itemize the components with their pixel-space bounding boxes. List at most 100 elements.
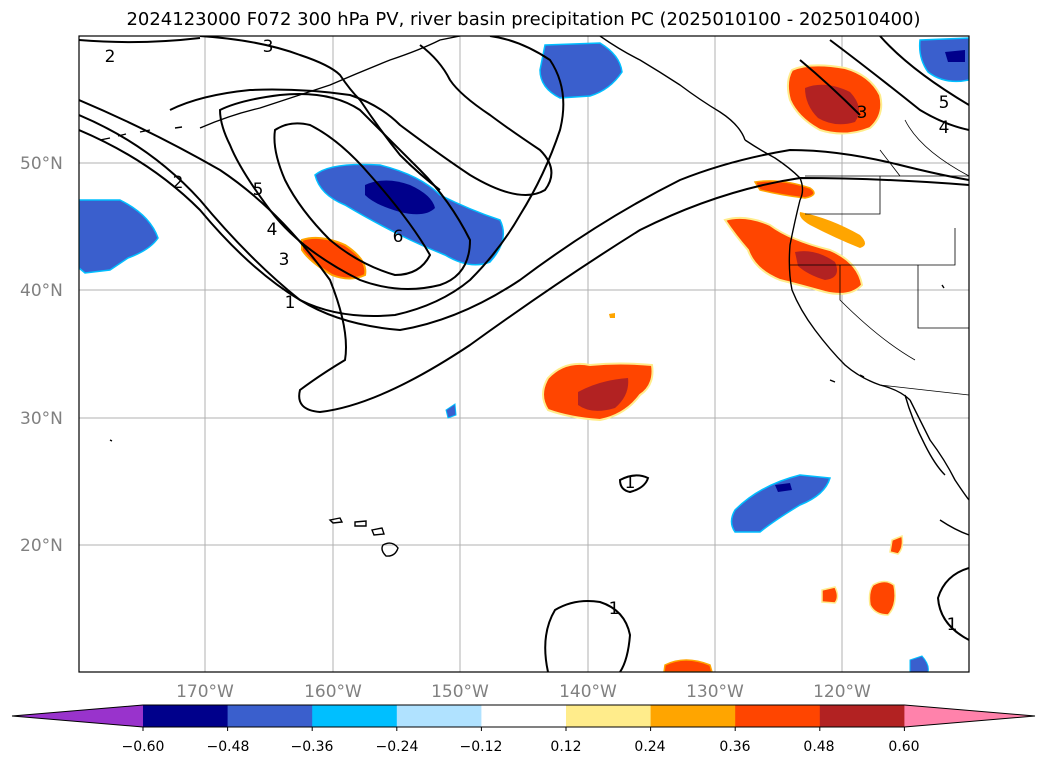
map-frame — [78, 35, 970, 673]
precip-blob-neg-sub-core — [775, 483, 792, 492]
colorbar-extend-high — [904, 705, 1035, 727]
pv-contour-ne-5 — [879, 36, 969, 106]
colorbar-tick-label: −0.36 — [291, 739, 334, 755]
colorbar-tick-label: 0.48 — [803, 739, 834, 755]
contour-label: 1 — [609, 599, 620, 619]
contour-label: 5 — [253, 180, 264, 200]
contour-label: 2 — [173, 173, 184, 193]
colorbar-tick-label: 0.60 — [888, 739, 919, 755]
precip-blob-pos-central — [301, 236, 367, 280]
gulf-alaska-coast — [599, 36, 746, 141]
mexico-coast — [939, 519, 969, 536]
longitude-labels: 170°W 160°W 150°W 140°W 130°W 120°W — [176, 682, 871, 702]
colorbar-extend-low — [12, 705, 143, 727]
colorbar-tick-label: −0.60 — [122, 739, 165, 755]
state-border-ca-nv — [839, 265, 916, 361]
precip-blob-pos-coast-core — [795, 251, 838, 280]
precip-blob-neg-ne-core — [945, 50, 965, 62]
baja-coast — [909, 399, 969, 501]
pv-contour-1-loop — [618, 474, 650, 494]
pv-contour-1-main — [79, 99, 969, 414]
colorbar-tick-label: −0.48 — [207, 739, 250, 755]
positive-precip-areas — [301, 64, 904, 672]
pv-contour-ne-4 — [829, 39, 969, 131]
precip-blob-pos-se1 — [889, 534, 904, 555]
contour-labels: 2 3 2 5 4 3 1 6 1 1 5 4 3 1 — [105, 37, 958, 635]
lat-label: 30°N — [20, 409, 63, 429]
coastlines — [99, 36, 969, 557]
colorbar-tick-label: −0.24 — [376, 739, 419, 755]
precip-blob-neg-central — [314, 163, 505, 266]
pv-contour-6-main — [169, 44, 553, 196]
precip-blob-neg-small — [445, 403, 457, 419]
baja-inner-coast — [904, 394, 946, 476]
precip-blob-neg-sub — [730, 474, 831, 533]
pv-contours — [79, 36, 969, 672]
precip-blob-pos-south — [663, 659, 713, 672]
colorbar-tick-label: 0.24 — [634, 739, 665, 755]
precip-blob-pos-dot — [609, 313, 615, 318]
colorbar-segment — [227, 705, 313, 727]
contour-label: 4 — [267, 220, 278, 240]
precip-blob-pos-strip2 — [799, 212, 865, 248]
pv-contour-2-main — [79, 37, 969, 332]
map-panel: 2 3 2 5 4 3 1 6 1 1 5 4 3 1 — [79, 36, 969, 672]
contour-label: 3 — [263, 37, 274, 57]
colorbar-segment — [735, 705, 821, 727]
contour-label: 6 — [393, 227, 404, 247]
lon-label: 160°W — [304, 682, 362, 702]
lat-label: 50°N — [20, 154, 63, 174]
colorbar-segment — [566, 705, 652, 727]
contour-label: 1 — [947, 615, 958, 635]
contour-label: 5 — [939, 93, 950, 113]
pv-contour-3-main — [79, 36, 565, 317]
contour-label: 4 — [939, 118, 950, 138]
map-title: 2024123000 F072 300 hPa PV, river basin … — [126, 9, 921, 30]
lon-label: 150°W — [431, 682, 489, 702]
hawaii-islands — [328, 517, 399, 557]
precip-blob-pos-nw-core — [805, 84, 859, 125]
pv-contour-5-main — [273, 122, 432, 277]
colorbar-segment — [481, 705, 567, 727]
colorbar — [11, 704, 1036, 731]
lat-label: 20°N — [20, 536, 63, 556]
colorbar-segment — [143, 705, 229, 727]
colorbar-tick-labels: −0.60 −0.48 −0.36 −0.24 −0.12 0.12 0.24 … — [122, 739, 920, 755]
contour-label: 3 — [857, 103, 868, 123]
lon-label: 130°W — [686, 682, 744, 702]
latitude-labels: 50°N 40°N 30°N 20°N — [20, 154, 63, 556]
colorbar-segment — [819, 705, 905, 727]
pv-contour-ne-3 — [799, 59, 861, 116]
state-border-wa-or — [805, 176, 881, 215]
pv-contour-4-main — [218, 93, 472, 290]
precip-blob-pos-se2 — [868, 580, 896, 616]
colorbar-segment — [396, 705, 482, 727]
lon-label: 120°W — [813, 682, 871, 702]
alaska-coast — [199, 36, 461, 129]
colorbar-segment — [650, 705, 736, 727]
bc-coast — [744, 139, 804, 201]
colorbar-tick-label: −0.12 — [460, 739, 503, 755]
state-border-or-ca — [790, 228, 956, 266]
contour-label: 2 — [105, 47, 116, 67]
pv-contour-1-south — [544, 600, 632, 672]
lat-label: 40°N — [20, 281, 63, 301]
small-islands — [109, 284, 945, 442]
contour-label: 1 — [625, 473, 636, 493]
precip-blob-neg-west — [79, 199, 159, 274]
contour-label: 1 — [285, 293, 296, 313]
state-border-nv-az — [917, 265, 969, 329]
precip-blob-neg-ne — [918, 37, 969, 83]
precip-blob-pos-sub-core — [578, 378, 629, 411]
precip-blob-pos-se3 — [821, 586, 839, 604]
colorbar-tick-label: 0.12 — [550, 739, 581, 755]
aleutian-islands — [99, 126, 183, 141]
us-mexico-border — [879, 384, 969, 396]
colorbar-segment — [312, 705, 398, 727]
colorbar-tick-label: 0.36 — [719, 739, 750, 755]
lon-label: 170°W — [176, 682, 234, 702]
lon-label: 140°W — [559, 682, 617, 702]
contour-label: 3 — [279, 250, 290, 270]
pv-contour-1-se — [936, 567, 969, 641]
